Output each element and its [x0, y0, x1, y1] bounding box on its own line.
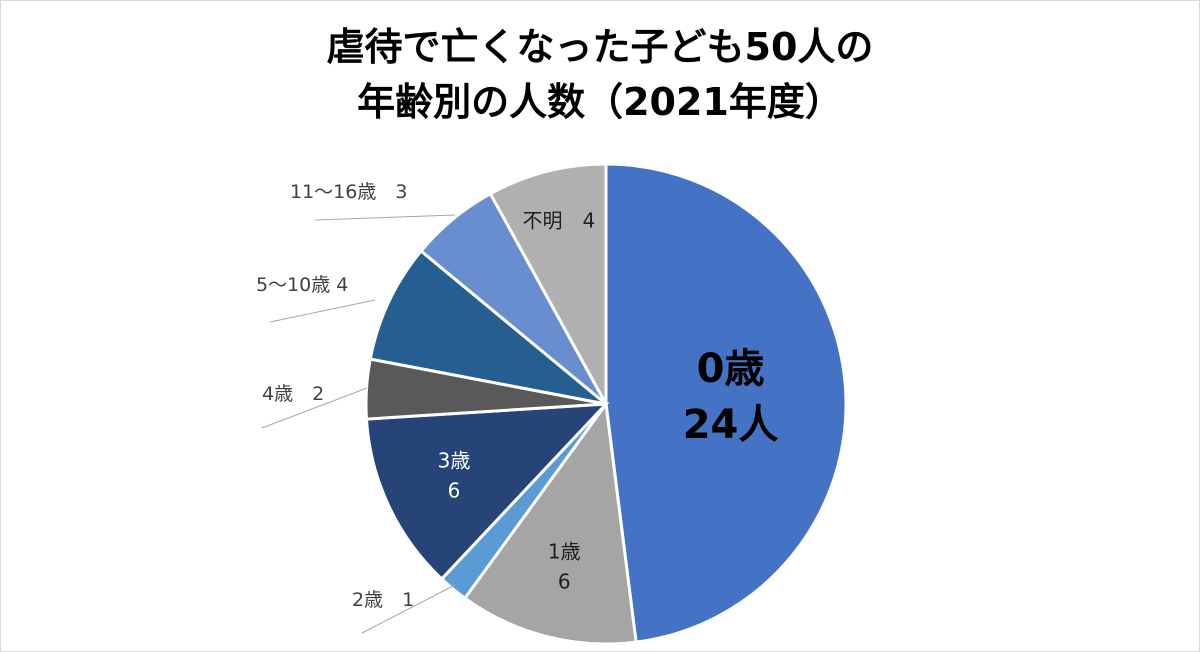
- leader-line-6: [269, 299, 376, 323]
- slice-label-5: 4歳 2: [262, 383, 324, 405]
- chart-title-line-2: 年齢別の人数（2021年度）: [357, 80, 843, 124]
- pie-slice-1: [604, 162, 848, 644]
- slice-label-3: 2歳 1: [352, 589, 414, 611]
- slice-label-1-line-1: 0歳: [697, 346, 765, 392]
- pie-slice-2: [462, 400, 638, 646]
- slice-label-7: 11〜16歳 3: [290, 181, 407, 203]
- leader-line-7: [314, 214, 456, 221]
- slice-label-2-line-2: 6: [558, 570, 571, 594]
- slice-label-4-line-2: 6: [448, 479, 461, 503]
- leader-line-3: [361, 584, 456, 634]
- pie-slice-8: [488, 162, 608, 405]
- pie-slice-4: [364, 402, 610, 582]
- slice-label-2-line-1: 1歳: [548, 540, 581, 564]
- slice-label-1-line-2: 24人: [683, 402, 779, 448]
- pie-slice-6: [368, 248, 607, 406]
- chart-title-line-1: 虐待で亡くなった子ども50人の: [326, 25, 874, 69]
- slice-label-8-line-1: 不明 4: [522, 208, 595, 232]
- leader-line-5: [261, 387, 368, 429]
- slice-label-4-line-1: 3歳: [438, 449, 471, 473]
- slice-label-6: 5〜10歳 4: [256, 274, 348, 296]
